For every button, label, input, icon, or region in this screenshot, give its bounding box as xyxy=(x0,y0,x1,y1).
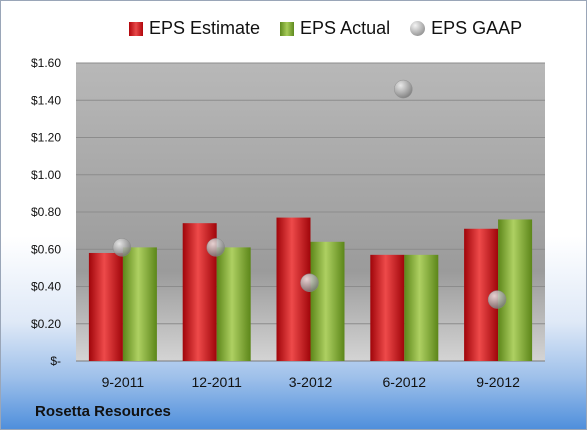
bar-eps-estimate xyxy=(370,254,405,361)
marker-eps-gaap xyxy=(394,79,413,99)
company-name: Rosetta Resources xyxy=(35,403,171,420)
y-tick-label: $0.40 xyxy=(31,280,61,294)
x-tick-label: 3-2012 xyxy=(289,374,333,390)
bar-eps-actual xyxy=(216,247,251,361)
y-tick-label: $0.20 xyxy=(31,317,61,331)
marker-eps-gaap xyxy=(206,238,225,257)
x-tick-label: 9-2012 xyxy=(476,374,520,390)
bar-eps-estimate xyxy=(88,252,123,361)
x-tick-label: 12-2011 xyxy=(192,374,243,390)
y-tick-label: $0.60 xyxy=(31,242,61,256)
legend-item-estimate: EPS Estimate xyxy=(129,18,260,39)
y-tick-label: $1.40 xyxy=(31,93,61,107)
bar-eps-actual xyxy=(122,247,157,361)
y-tick-label: $1.20 xyxy=(31,131,61,145)
legend-label-gaap: EPS GAAP xyxy=(431,18,523,38)
legend-label-estimate: EPS Estimate xyxy=(149,18,261,38)
legend-swatch-gaap xyxy=(410,21,426,36)
marker-eps-gaap xyxy=(300,273,319,293)
legend: EPS Estimate EPS Actual EPS GAAP xyxy=(129,18,542,39)
legend-swatch-estimate xyxy=(129,21,143,36)
legend-item-actual: EPS Actual xyxy=(280,18,390,39)
bar-eps-actual xyxy=(498,219,533,361)
y-tick-label: $1.00 xyxy=(31,168,61,182)
x-tick-label: 6-2012 xyxy=(383,374,427,390)
bar-eps-actual xyxy=(310,241,345,361)
legend-item-gaap: EPS GAAP xyxy=(410,18,522,39)
legend-label-actual: EPS Actual xyxy=(300,18,391,38)
y-tick-label: $1.60 xyxy=(31,56,61,70)
marker-eps-gaap xyxy=(487,290,507,309)
bar-eps-actual xyxy=(404,254,439,361)
legend-swatch-actual xyxy=(280,21,295,36)
marker-eps-gaap xyxy=(112,238,132,257)
x-tick-label: 9-2011 xyxy=(102,374,145,390)
y-tick-label: $0.80 xyxy=(31,205,61,219)
y-tick-label: $- xyxy=(50,354,61,368)
